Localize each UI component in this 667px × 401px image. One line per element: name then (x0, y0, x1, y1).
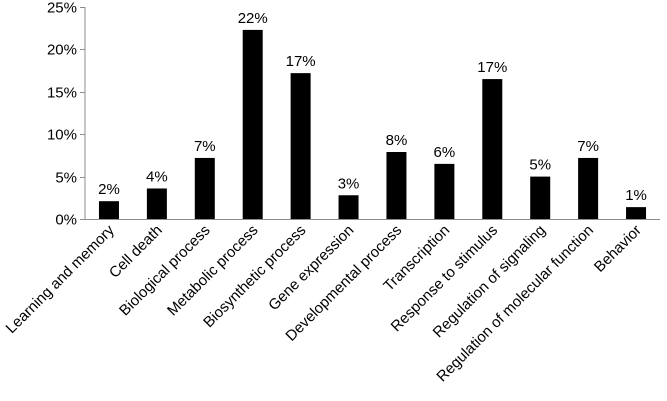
bar (434, 163, 455, 219)
data-label: 8% (386, 132, 408, 149)
data-label: 17% (286, 53, 316, 70)
data-label: 1% (625, 187, 647, 204)
bar (578, 157, 599, 219)
data-labels: 2% 4% 7% 22% 17% 3% 8% 6% 17% 5% 7% 1% (98, 10, 647, 204)
x-category-label: Learning and memory (3, 221, 119, 337)
bar (242, 29, 263, 220)
data-label: 2% (98, 181, 120, 198)
data-label: 6% (434, 144, 456, 161)
x-category-label: Gene expression (265, 222, 357, 314)
data-label: 17% (477, 59, 507, 76)
x-category-label: Behavior (591, 222, 645, 276)
bars (98, 29, 647, 220)
y-tick-label: 15% (47, 85, 77, 102)
bar (386, 152, 407, 219)
bar (98, 201, 119, 219)
bar (626, 207, 647, 219)
bar (146, 188, 167, 219)
data-label: 7% (194, 138, 216, 155)
data-label: 7% (577, 138, 599, 155)
bar (338, 195, 359, 219)
y-tick-label: 25% (47, 0, 77, 17)
y-tick-label: 20% (47, 42, 77, 59)
y-axis: 0% 5% 10% 15% 20% 25% (47, 0, 86, 229)
data-label: 5% (529, 157, 551, 174)
x-category-label: Biological process (116, 222, 214, 320)
y-tick-label: 10% (47, 127, 77, 144)
bar (530, 176, 551, 219)
data-label: 4% (146, 168, 168, 185)
data-label: 3% (338, 175, 360, 192)
data-label: 22% (238, 10, 268, 27)
x-category-label: Metabolic process (164, 222, 262, 320)
bar (194, 157, 215, 219)
y-tick-label: 5% (55, 170, 77, 187)
bar (290, 73, 311, 219)
y-tick-label: 0% (55, 212, 77, 229)
bar (482, 79, 503, 219)
